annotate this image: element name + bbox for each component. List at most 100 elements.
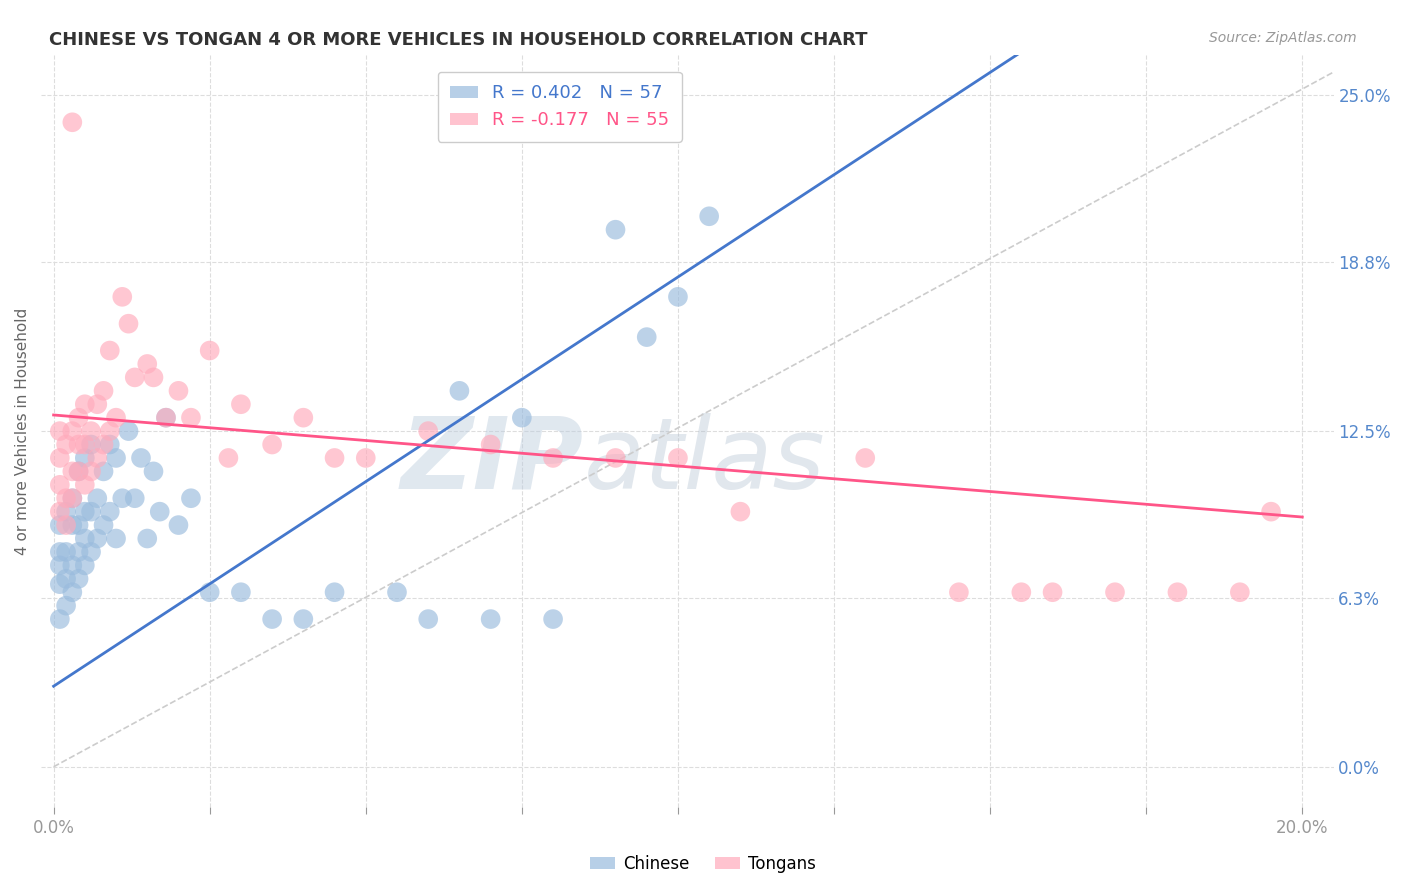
Point [117,317,139,331]
Point [55,572,77,586]
Text: Source: ZipAtlas.com: Source: ZipAtlas.com [1209,31,1357,45]
Point [697,209,720,223]
Point [60,518,83,533]
Point [541,450,564,465]
Point [80,464,103,478]
Point [80,545,103,559]
Point [86,491,108,506]
Point [55,491,77,506]
Point [666,450,689,465]
Point [142,464,165,478]
Point [93,464,115,478]
Point [93,384,115,398]
Point [60,491,83,506]
Point [217,450,239,465]
Point [1104,585,1126,599]
Point [292,410,315,425]
Point [49,518,72,533]
Point [67,464,90,478]
Point [67,518,90,533]
Point [605,223,627,237]
Point [67,545,90,559]
Point [262,612,284,626]
Point [60,115,83,129]
Point [105,410,128,425]
Point [73,505,96,519]
Point [229,585,252,599]
Point [180,410,202,425]
Point [98,343,121,358]
Point [948,585,970,599]
Point [93,437,115,451]
Point [229,397,252,411]
Point [49,450,72,465]
Point [1260,505,1282,519]
Point [55,437,77,451]
Point [124,370,146,384]
Point [479,437,502,451]
Point [292,612,315,626]
Point [105,532,128,546]
Point [55,599,77,613]
Point [80,505,103,519]
Point [60,491,83,506]
Point [93,518,115,533]
Point [73,437,96,451]
Point [853,450,876,465]
Text: CHINESE VS TONGAN 4 OR MORE VEHICLES IN HOUSEHOLD CORRELATION CHART: CHINESE VS TONGAN 4 OR MORE VEHICLES IN … [49,31,868,49]
Point [55,505,77,519]
Point [180,491,202,506]
Point [730,505,752,519]
Point [354,450,377,465]
Point [67,410,90,425]
Point [136,532,159,546]
Point [73,532,96,546]
Point [98,437,121,451]
Point [198,585,221,599]
Point [167,384,190,398]
Point [67,464,90,478]
Point [262,437,284,451]
Point [136,357,159,371]
Point [666,290,689,304]
Text: ZIP: ZIP [401,413,583,509]
Point [1042,585,1064,599]
Point [385,585,408,599]
Point [1010,585,1032,599]
Point [49,505,72,519]
Point [98,505,121,519]
Point [49,558,72,573]
Point [49,577,72,591]
Point [60,585,83,599]
Point [155,410,177,425]
Point [510,410,533,425]
Point [73,558,96,573]
Point [86,450,108,465]
Point [124,491,146,506]
Point [142,370,165,384]
Point [155,410,177,425]
Point [418,424,440,438]
Point [55,518,77,533]
Point [80,424,103,438]
Point [55,545,77,559]
Point [449,384,471,398]
Point [49,612,72,626]
Point [636,330,658,344]
Point [73,450,96,465]
Point [167,518,190,533]
Point [111,290,134,304]
Point [1166,585,1188,599]
Point [49,478,72,492]
Point [111,491,134,506]
Point [323,585,346,599]
Point [67,572,90,586]
Point [149,505,172,519]
Legend: R = 0.402   N = 57, R = -0.177   N = 55: R = 0.402 N = 57, R = -0.177 N = 55 [437,71,682,142]
Legend: Chinese, Tongans: Chinese, Tongans [583,848,823,880]
Point [1229,585,1251,599]
Point [49,424,72,438]
Point [80,437,103,451]
Point [323,450,346,465]
Point [67,437,90,451]
